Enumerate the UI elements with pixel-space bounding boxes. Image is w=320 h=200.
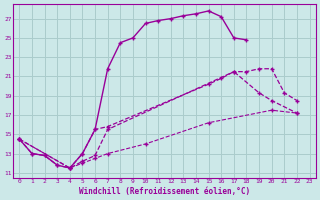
- X-axis label: Windchill (Refroidissement éolien,°C): Windchill (Refroidissement éolien,°C): [79, 187, 250, 196]
